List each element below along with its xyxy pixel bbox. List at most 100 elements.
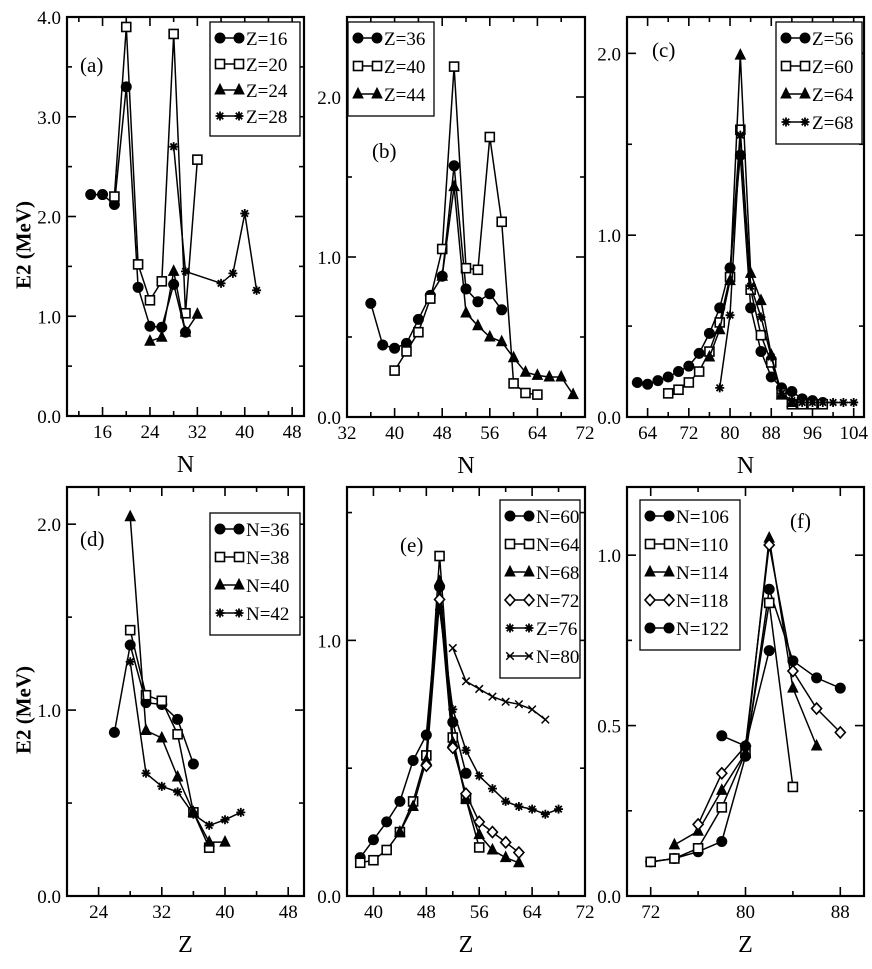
legend-marker — [524, 651, 534, 661]
legend-label: Z=64 — [812, 85, 854, 106]
data-point-star — [797, 397, 807, 407]
legend-marker — [662, 593, 676, 607]
legend-label: Z=68 — [812, 113, 853, 134]
legend-marker — [352, 86, 364, 99]
legend-marker — [214, 32, 226, 44]
data-point-star — [849, 397, 859, 407]
data-point-square — [156, 276, 168, 287]
y-tick-label: 4.0 — [37, 8, 61, 29]
data-point-star — [487, 784, 497, 794]
legend-marker — [504, 510, 516, 522]
legend-label: Z=40 — [384, 57, 425, 78]
data-point-star — [461, 745, 471, 755]
legend-marker — [214, 58, 226, 70]
x-tick-label: 64 — [523, 902, 543, 923]
data-point-star — [169, 142, 179, 152]
legend-marker — [663, 564, 675, 577]
data-point-square — [683, 377, 695, 388]
legend-box — [209, 21, 301, 137]
x-axis-title: N — [177, 452, 194, 478]
data-point-square — [692, 842, 704, 854]
x-tick-label: 64 — [528, 423, 548, 444]
legend-label: Z=76 — [536, 619, 577, 640]
data-point-star — [173, 787, 183, 797]
data-point-circle — [631, 376, 643, 388]
legend-label: Z=16 — [246, 29, 287, 50]
legend-marker — [504, 564, 516, 577]
y-tick-label: 0.0 — [37, 887, 61, 908]
y-tick-label: 0.0 — [37, 407, 61, 428]
legend-label: N=118 — [676, 591, 728, 612]
data-point-star — [501, 796, 511, 806]
panel-label: (c) — [652, 38, 675, 62]
data-point-triangle — [513, 855, 525, 868]
data-point-circle — [734, 149, 746, 161]
data-point-circle — [662, 371, 674, 383]
data-point-star — [787, 396, 797, 406]
data-point-triangle — [473, 827, 486, 840]
data-point-circle — [683, 360, 695, 372]
data-point-triangle — [567, 387, 579, 400]
data-point-circle — [381, 816, 393, 828]
data-point-triangle — [810, 738, 823, 751]
data-point-diamond — [446, 741, 459, 755]
data-point-square — [436, 243, 448, 255]
y-tick-label: 0.0 — [597, 887, 621, 908]
legend-label: N=64 — [536, 535, 580, 556]
panel-label: (f) — [790, 509, 811, 533]
legend-marker — [371, 32, 383, 44]
data-point-triangle — [495, 334, 508, 347]
data-point-star — [746, 281, 756, 291]
x-tick-label: 72 — [641, 902, 660, 923]
data-point-circle — [716, 835, 728, 847]
data-point-square — [693, 366, 705, 377]
series-group — [645, 531, 847, 868]
legend-marker — [504, 538, 516, 550]
data-point-circle — [132, 281, 144, 293]
legend-marker — [234, 111, 244, 121]
data-point-star — [252, 285, 262, 295]
data-point-triangle — [713, 322, 726, 335]
y-tick-label: 1.0 — [597, 546, 621, 567]
data-point-square — [109, 191, 120, 202]
data-point-triangle — [191, 307, 204, 319]
data-point-triangle — [499, 850, 512, 863]
legend-label: Z=56 — [812, 29, 853, 50]
data-point-triangle — [787, 680, 799, 693]
legend-label: N=106 — [676, 507, 729, 528]
legend-marker — [352, 32, 364, 44]
x-tick-label: 56 — [480, 423, 499, 444]
panel-label: (e) — [400, 533, 423, 557]
data-point-square — [673, 384, 684, 396]
data-point-triangle — [179, 325, 192, 337]
data-point-triangle — [555, 369, 568, 382]
data-point-x — [527, 705, 537, 714]
series-line — [113, 644, 195, 765]
legend-marker — [233, 523, 245, 535]
data-point-square — [144, 294, 156, 306]
legend-marker — [215, 111, 225, 121]
data-point-circle — [496, 304, 508, 316]
y-tick-label: 1.0 — [317, 248, 341, 269]
data-point-star — [204, 820, 214, 830]
data-point-star — [157, 781, 167, 791]
legend-marker — [780, 32, 792, 44]
legend-marker — [234, 608, 244, 618]
data-point-triangle — [734, 48, 747, 60]
legend-label: Z=24 — [246, 81, 288, 102]
data-point-diamond — [834, 725, 847, 740]
x-axis-title: N — [737, 453, 754, 479]
data-point-square — [156, 695, 168, 707]
data-point-circle — [460, 767, 472, 779]
x-tick-label: 80 — [721, 423, 740, 444]
legend-marker — [523, 564, 535, 577]
data-point-star — [807, 397, 817, 407]
data-point-star — [818, 397, 828, 407]
y-tick-label: 2.0 — [37, 515, 61, 536]
plot-frame — [345, 485, 587, 898]
legend-marker — [214, 577, 226, 590]
data-point-square — [368, 854, 379, 866]
legend-label: N=110 — [676, 535, 728, 556]
data-point-circle — [144, 320, 156, 332]
data-point-triangle — [203, 834, 216, 847]
